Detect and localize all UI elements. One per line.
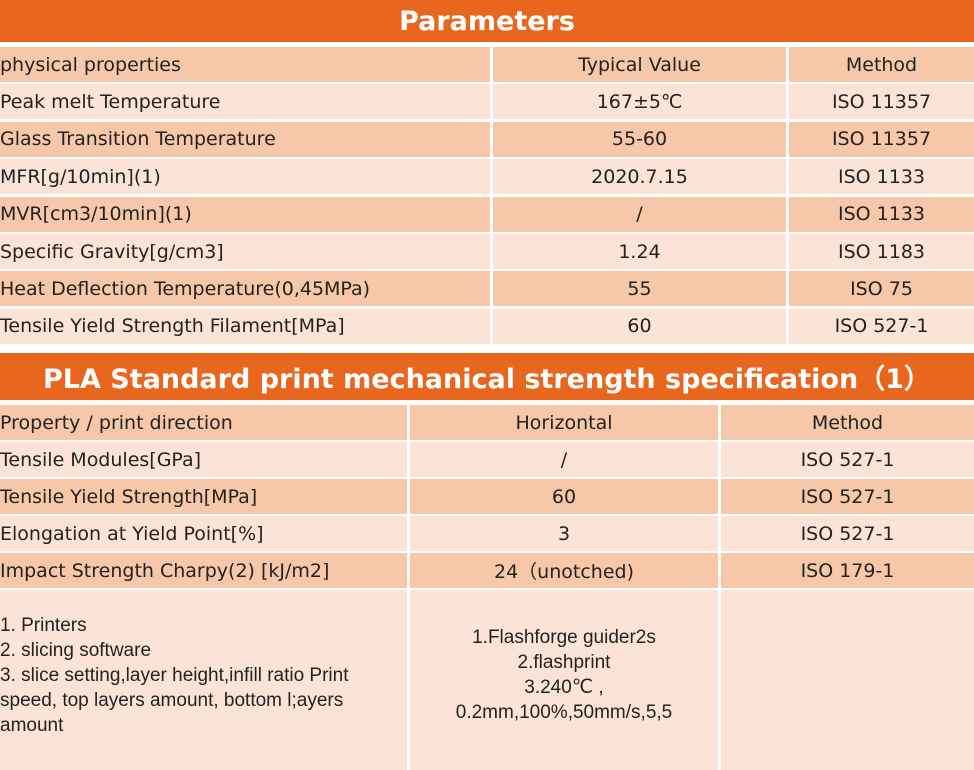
table-cell: 3: [410, 516, 718, 551]
notes-row: 1. Printers 2. slicing software 3. slice…: [0, 590, 974, 770]
table-cell: Peak melt Temperature: [0, 84, 490, 120]
table-cell: MVR[cm3/10min](1): [0, 196, 490, 232]
parameters-title: Parameters: [0, 0, 974, 42]
table-cell: ISO 527-1: [721, 442, 974, 477]
table-cell: ISO 11357: [789, 121, 974, 157]
table-row: Heat Deflection Temperature(0,45MPa) 55 IS…: [0, 271, 974, 307]
table-row: Specific Gravity[g/cm3] 1.24 ISO 1183: [0, 234, 974, 269]
table-cell: Glass Transition Temperature: [0, 121, 490, 157]
table-row: Peak melt Temperature 167±5℃ ISO 11357: [0, 84, 974, 120]
note-line: 1.Flashforge guider2s: [472, 627, 656, 648]
table-row: Tensile Yield Strength[MPa] 60 ISO 527-1: [0, 479, 974, 514]
table-cell: Specific Gravity[g/cm3]: [0, 234, 490, 269]
table-row: MFR[g/10min](1) 2020.7.15 ISO 1133: [0, 159, 974, 195]
header-cell: Typical Value: [493, 47, 786, 82]
table-cell: ISO 527-1: [721, 479, 974, 514]
table-cell: MFR[g/10min](1): [0, 159, 490, 195]
table-cell: 167±5℃: [493, 84, 786, 120]
note-line: 3. slice setting,layer height,infill rat…: [0, 664, 349, 736]
table-cell: ISO 527-1: [789, 308, 974, 344]
table-cell: 60: [410, 479, 718, 514]
header-cell: Method: [789, 47, 974, 82]
notes-empty: [721, 590, 974, 770]
header-cell: Method: [721, 405, 974, 440]
table-cell: Heat Deflection Temperature(0,45MPa): [0, 271, 490, 307]
table-cell: ISO 75: [789, 271, 974, 307]
note-line: 2.flashprint: [517, 652, 611, 673]
table-row: Impact Strength Charpy(2) [kJ/m2] 24（unot…: [0, 553, 974, 588]
table-row: Elongation at Yield Point[%] 3 ISO 527-1: [0, 516, 974, 551]
table-cell: 55-60: [493, 121, 786, 157]
table-row: Tensile Yield Strength Filament[MPa] 60 IS…: [0, 308, 974, 344]
table-cell: Tensile Modules[GPa]: [0, 442, 407, 477]
table-cell: ISO 1133: [789, 159, 974, 195]
table-cell: /: [493, 196, 786, 232]
table-row: MVR[cm3/10min](1) / ISO 1133: [0, 196, 974, 232]
table-header: Property / print direction Horizontal Meth…: [0, 405, 974, 440]
note-line: 3.240℃ ,: [524, 677, 604, 698]
header-cell: Property / print direction: [0, 405, 407, 440]
table-cell: 1.24: [493, 234, 786, 269]
table-cell: ISO 527-1: [721, 516, 974, 551]
table-cell: Elongation at Yield Point[%]: [0, 516, 407, 551]
note-line: 2. slicing software: [0, 639, 152, 661]
table-row: Tensile Modules[GPa] / ISO 527-1: [0, 442, 974, 477]
note-line: 1. Printers: [0, 614, 87, 636]
table-cell: /: [410, 442, 718, 477]
table-cell: ISO 11357: [789, 84, 974, 120]
notes-settings: 1. Printers 2. slicing software 3. slice…: [0, 590, 407, 770]
table-cell: Impact Strength Charpy(2) [kJ/m2]: [0, 553, 407, 588]
table-cell: 60: [493, 308, 786, 344]
table-cell: 55: [493, 271, 786, 307]
table-cell: 2020.7.15: [493, 159, 786, 195]
header-cell: Horizontal: [410, 405, 718, 440]
table-row: Glass Transition Temperature 55-60 ISO 113…: [0, 121, 974, 157]
table-cell: ISO 179-1: [721, 553, 974, 588]
table-cell: Tensile Yield Strength[MPa]: [0, 479, 407, 514]
note-line: 0.2mm,100%,50mm/s,5,5: [455, 702, 673, 723]
notes-values: 1.Flashforge guider2s 2.flashprint 3.240…: [410, 590, 718, 770]
mechanical-title: PLA Standard print mechanical strength s…: [0, 353, 974, 400]
table-cell: ISO 1133: [789, 196, 974, 232]
header-cell: physical properties: [0, 47, 490, 82]
table-header: physical properties Typical Value Method: [0, 47, 974, 82]
table-cell: ISO 1183: [789, 234, 974, 269]
table-cell: 24（unotched): [410, 553, 718, 588]
table-cell: Tensile Yield Strength Filament[MPa]: [0, 308, 490, 344]
